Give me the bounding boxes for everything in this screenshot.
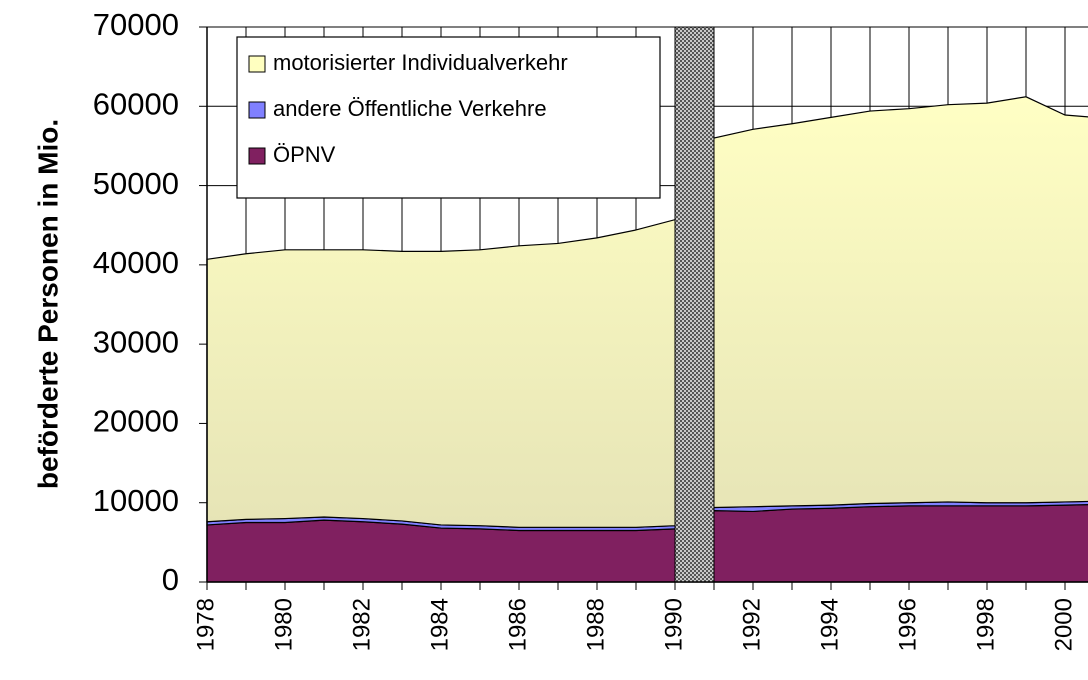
break-band <box>674 26 715 583</box>
area <box>206 96 1088 528</box>
x-tick-label: 1984 <box>426 598 453 651</box>
x-tick-label: 1986 <box>504 598 531 651</box>
x-tick-label: 1994 <box>816 598 843 651</box>
x-tick-label: 1990 <box>660 598 687 651</box>
legend-swatch <box>248 147 266 165</box>
y-tick-label: 10000 <box>93 483 179 518</box>
x-tick-label: 1998 <box>972 598 999 651</box>
legend-swatch <box>248 101 266 119</box>
y-axis-label: beförderte Personen in Mio. <box>32 119 63 489</box>
y-tick-label: 0 <box>162 562 179 597</box>
legend-box <box>236 36 661 199</box>
legend-label: andere Öffentliche Verkehre <box>273 96 547 121</box>
x-tick-label: 2000 <box>1050 598 1077 651</box>
y-tick-label: 30000 <box>93 324 179 359</box>
y-tick-label: 50000 <box>93 166 179 201</box>
legend-label: motorisierter Individualverkehr <box>273 50 568 75</box>
y-tick-label: 70000 <box>93 7 179 42</box>
x-tick-label: 1992 <box>738 598 765 651</box>
x-tick-label: 1988 <box>582 598 609 651</box>
x-tick-label: 1980 <box>270 598 297 651</box>
x-tick-label: 1982 <box>348 598 375 651</box>
legend: motorisierter Individualverkehr andere Öf… <box>236 36 661 199</box>
y-tick-label: 20000 <box>93 404 179 439</box>
y-tick-label: 40000 <box>93 245 179 280</box>
x-tick-label: 1996 <box>894 598 921 651</box>
x-tick-label: 1978 <box>192 598 219 651</box>
y-tick-label: 60000 <box>93 86 179 121</box>
legend-swatch <box>248 55 266 73</box>
legend-label: ÖPNV <box>273 142 336 167</box>
